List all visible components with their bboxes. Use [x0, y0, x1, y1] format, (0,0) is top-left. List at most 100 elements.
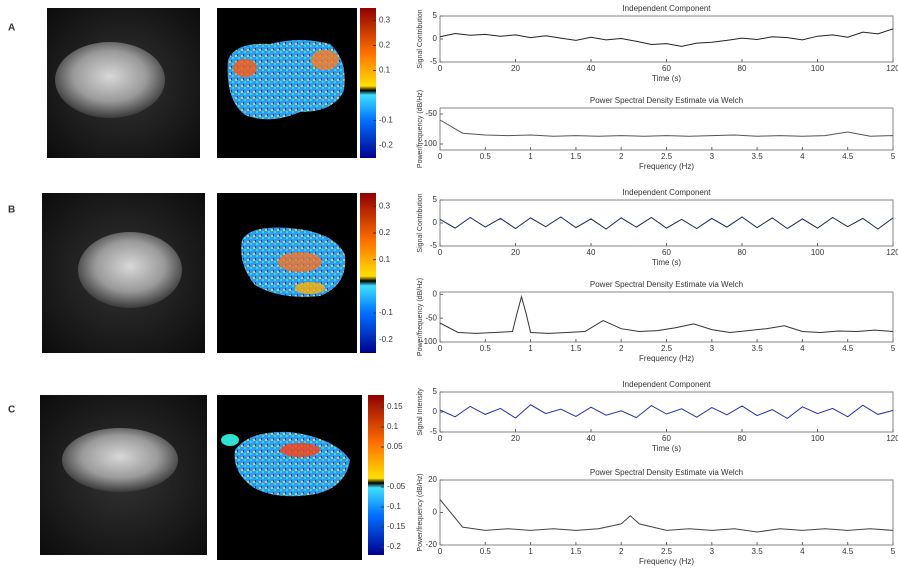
colorbar-tick-label: 0.3 [379, 201, 391, 210]
x-tick-label: 0.5 [480, 152, 492, 161]
x-tick-label: 5 [891, 344, 896, 353]
component-map [217, 395, 362, 560]
chart-title: Power Spectral Density Estimate via Welc… [590, 280, 743, 289]
y-tick-label: 0 [433, 34, 438, 43]
x-tick-label: 20 [511, 248, 520, 257]
colorbar [368, 395, 384, 555]
panel-label: A [8, 23, 15, 34]
plot-frame [440, 16, 893, 62]
colorbar [360, 193, 376, 353]
x-axis-label: Time (s) [652, 74, 681, 83]
x-tick-label: 2 [619, 152, 624, 161]
x-tick-label: 60 [662, 64, 671, 73]
colorbar-tick-label: 0.1 [379, 66, 391, 75]
colorbar-tick-label: -0.05 [387, 482, 406, 491]
plot-frame [440, 292, 893, 342]
colorbar-tick-label: 0.05 [387, 442, 403, 451]
colorbar-tick-label: -0.1 [379, 308, 393, 317]
y-tick-label: 0 [433, 218, 438, 227]
x-tick-label: 40 [587, 64, 596, 73]
x-tick-label: 60 [662, 434, 671, 443]
signal-line [440, 217, 893, 229]
x-tick-label: 2 [619, 547, 624, 556]
x-tick-label: 100 [811, 64, 825, 73]
y-tick-label: -100 [421, 139, 438, 148]
y-tick-label: -50 [425, 313, 437, 322]
y-axis-label: Signal Contribution [417, 193, 424, 252]
x-tick-label: 1.5 [570, 547, 582, 556]
colorbar [360, 8, 376, 158]
x-axis-label: Time (s) [652, 444, 681, 453]
signal-line [440, 29, 893, 47]
y-axis-label: Signal Intensity [417, 388, 424, 436]
y-tick-label: -5 [430, 427, 438, 436]
y-tick-label: -100 [421, 337, 438, 346]
colorbar-tick-label: 0.1 [387, 422, 399, 431]
colorbar-tick-label: -0.2 [379, 141, 393, 150]
x-tick-label: 0.5 [480, 344, 492, 353]
x-tick-label: 1.5 [570, 152, 582, 161]
x-tick-label: 3.5 [752, 547, 764, 556]
anatomical-image [40, 395, 207, 555]
colorbar-tick-label: -0.1 [387, 502, 401, 511]
x-tick-label: 3 [710, 152, 715, 161]
x-tick-label: 0 [438, 344, 443, 353]
x-tick-label: 1 [528, 344, 533, 353]
x-tick-label: 3.5 [752, 152, 764, 161]
x-tick-label: 1.5 [570, 344, 582, 353]
x-tick-label: 60 [662, 248, 671, 257]
x-tick-label: 4 [800, 344, 805, 353]
x-tick-label: 0.5 [480, 547, 492, 556]
component-map [217, 8, 357, 158]
x-tick-label: 120 [886, 64, 898, 73]
y-tick-label: 20 [428, 475, 437, 484]
colorbar-tick-label: 0.2 [379, 228, 391, 237]
plot-frame [440, 480, 893, 545]
x-tick-label: 5 [891, 152, 896, 161]
y-tick-label: -20 [425, 540, 437, 549]
x-tick-label: 0 [438, 248, 443, 257]
x-tick-label: 0 [438, 64, 443, 73]
x-tick-label: 4.5 [842, 547, 854, 556]
x-tick-label: 3 [710, 344, 715, 353]
chart-title: Independent Component [622, 4, 711, 13]
signal-line [440, 500, 893, 533]
chart-title: Independent Component [622, 188, 711, 197]
x-tick-label: 4 [800, 547, 805, 556]
x-tick-label: 2.5 [661, 152, 673, 161]
signal-line [440, 120, 893, 136]
x-tick-label: 100 [811, 434, 825, 443]
chart-title: Power Spectral Density Estimate via Welc… [590, 96, 743, 105]
x-tick-label: 3.5 [752, 344, 764, 353]
x-axis-label: Frequency (Hz) [639, 162, 694, 171]
colorbar-tick-label: -0.2 [379, 335, 393, 344]
x-tick-label: 20 [511, 434, 520, 443]
x-axis-label: Frequency (Hz) [639, 557, 694, 566]
x-tick-label: 120 [886, 434, 898, 443]
x-tick-label: 1 [528, 547, 533, 556]
colorbar-tick-label: -0.15 [387, 522, 406, 531]
x-tick-label: 80 [738, 64, 747, 73]
chart-title: Power Spectral Density Estimate via Welc… [590, 468, 743, 477]
y-tick-label: 5 [433, 195, 438, 204]
x-tick-label: 40 [587, 248, 596, 257]
x-tick-label: 2.5 [661, 344, 673, 353]
x-tick-label: 4.5 [842, 344, 854, 353]
y-axis-label: Power/frequency (dB/Hz) [417, 473, 424, 551]
x-tick-label: 80 [738, 434, 747, 443]
panel-label: C [8, 405, 15, 416]
anatomical-image [42, 193, 205, 353]
y-tick-label: 0 [433, 289, 438, 298]
x-tick-label: 80 [738, 248, 747, 257]
y-tick-label: 0 [433, 508, 438, 517]
y-axis-label: Signal Contribution [417, 9, 424, 68]
y-tick-label: -5 [430, 241, 438, 250]
component-map [217, 193, 357, 353]
y-tick-label: -50 [425, 109, 437, 118]
x-tick-label: 1 [528, 152, 533, 161]
x-tick-label: 40 [587, 434, 596, 443]
chart-title: Independent Component [622, 380, 711, 389]
y-axis-label: Power/frequency (dB/Hz) [417, 90, 424, 168]
colorbar-tick-label: -0.2 [387, 542, 401, 551]
y-tick-label: 5 [433, 387, 438, 396]
